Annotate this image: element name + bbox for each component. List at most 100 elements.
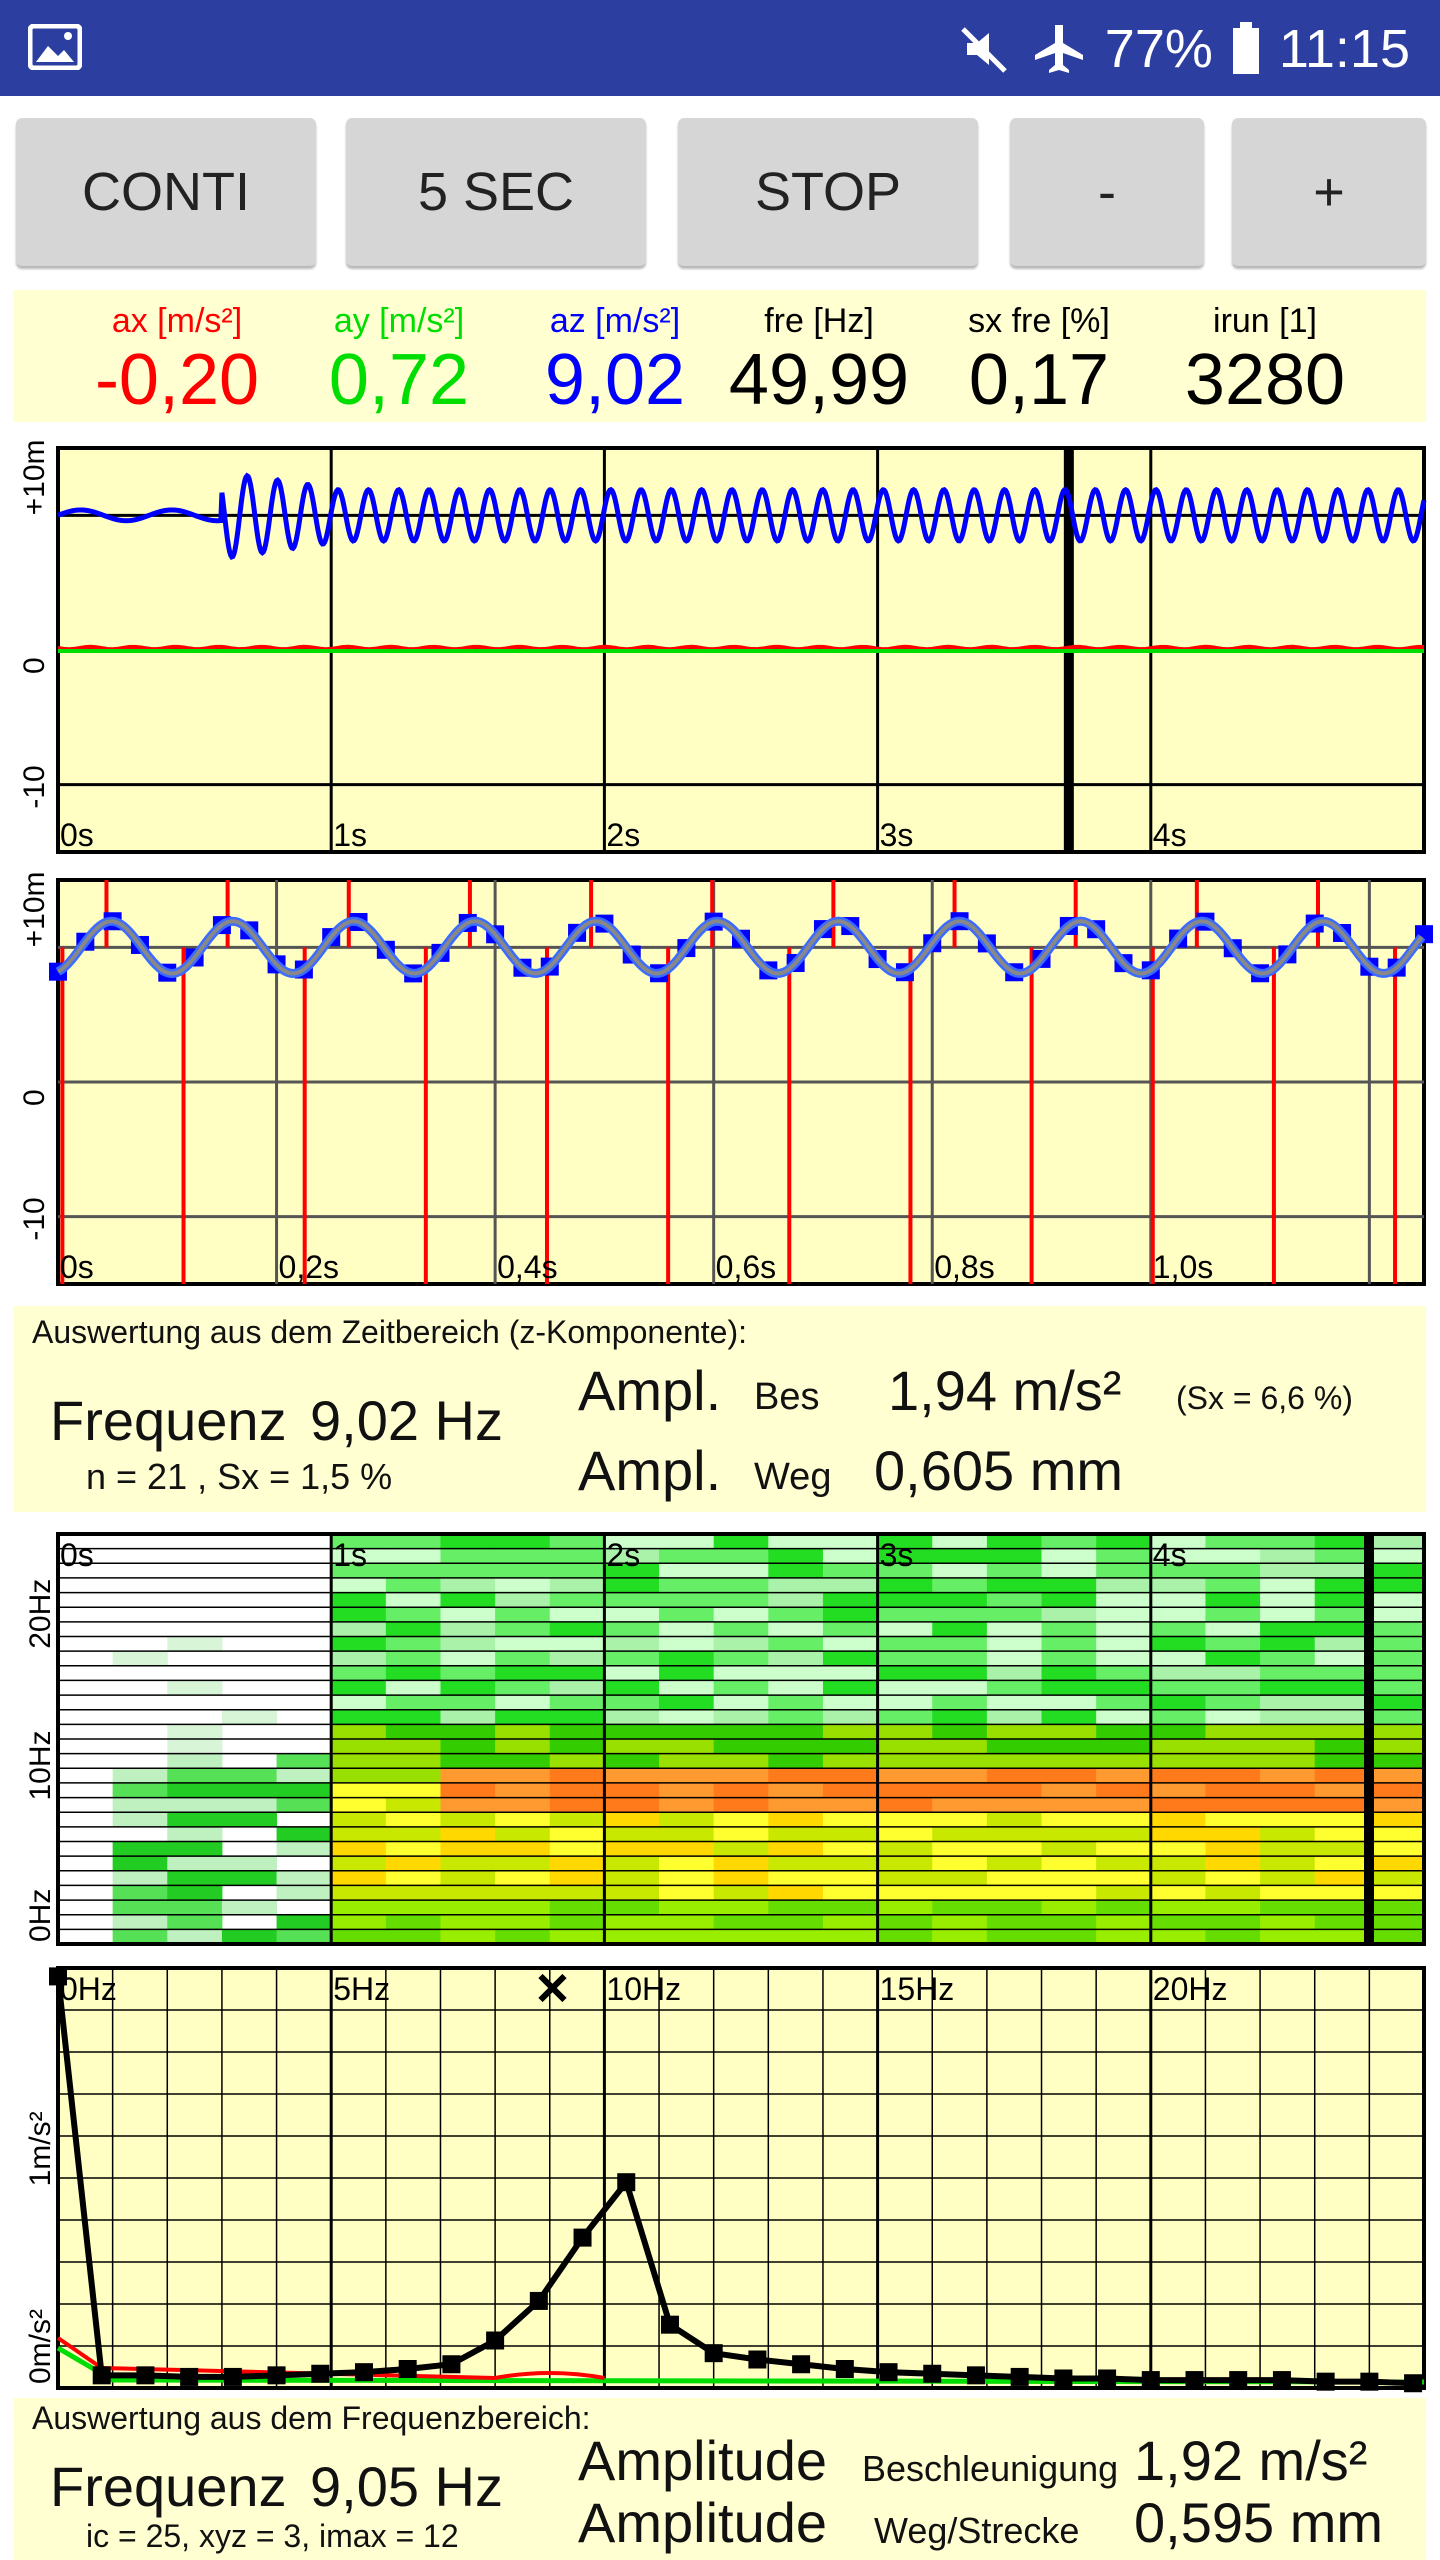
spectrogram-cell: [822, 1826, 879, 1842]
x-tick-label: 0s: [60, 1537, 94, 1573]
spectrogram-cell: [659, 1592, 715, 1608]
spectrogram-cell: [877, 1548, 933, 1564]
spectrogram-cell: [440, 1856, 496, 1872]
ax-series: [57, 644, 1425, 652]
spectrogram-cell: [986, 1812, 1043, 1828]
spectrogram-cell: [549, 1826, 605, 1842]
spectrogram-cell: [1150, 1856, 1206, 1872]
spectrogram-cell: [440, 1534, 496, 1550]
spectrogram-cell: [495, 1826, 551, 1842]
spectrogram-cell: [986, 1651, 1043, 1667]
x-tick-label: 4s: [1153, 817, 1187, 853]
reading-label: sx fre [%]: [968, 302, 1110, 340]
spectrogram-cell: [1314, 1885, 1370, 1901]
amplitude-acc-label: Amplitude: [578, 2429, 828, 2492]
plus-button[interactable]: +: [1232, 118, 1426, 266]
spectrum-point: [398, 2360, 417, 2379]
spectrogram-cell: [495, 1768, 551, 1784]
spectrogram-cell: [986, 1577, 1043, 1594]
spectrogram-cell: [167, 1841, 223, 1857]
spectrogram-cell: [1260, 1548, 1316, 1564]
spectrogram-cell: [1041, 1563, 1097, 1579]
reading-1: ay [m/s²] 0,72: [284, 290, 514, 419]
spectrogram-cell: [659, 1841, 715, 1857]
conti-button[interactable]: CONTI: [16, 118, 316, 266]
spectrogram-cell: [768, 1812, 824, 1828]
battery-icon: [1232, 22, 1259, 74]
spectrogram-cell: [385, 1768, 441, 1784]
spectrogram-cell: [1096, 1739, 1152, 1755]
spectrogram-cell: [1369, 1621, 1425, 1637]
stop-button[interactable]: STOP: [678, 118, 978, 266]
spectrogram-cell: [1314, 1797, 1370, 1813]
spectrogram-cell: [1041, 1856, 1097, 1872]
spectrogram-cell: [986, 1753, 1043, 1769]
spectrogram-cell: [1096, 1548, 1152, 1564]
spectrogram-cell: [549, 1548, 605, 1564]
spectrogram-cell: [932, 1856, 988, 1872]
spectrogram-cell: [986, 1782, 1043, 1799]
spectrogram-cell: [768, 1548, 824, 1564]
spectrogram-cell: [440, 1870, 496, 1886]
spectrogram-cell: [932, 1709, 988, 1725]
spectrum-point: [573, 2228, 592, 2247]
minus-button[interactable]: -: [1010, 118, 1204, 266]
x-tick-label: 0s: [60, 1249, 94, 1285]
spectrogram-cell: [385, 1651, 441, 1667]
spectrogram-cell: [768, 1739, 824, 1755]
spectrogram-cell: [495, 1592, 551, 1608]
x-tick-label: 4s: [1153, 1537, 1187, 1573]
spectrogram-cell: [822, 1768, 879, 1784]
spectrum-point: [879, 2363, 898, 2382]
spectrogram-cell: [877, 1797, 933, 1813]
spectrogram-cell: [1205, 1592, 1261, 1608]
spectrogram-cell: [659, 1797, 715, 1813]
spectrogram-cell: [768, 1841, 824, 1857]
spectrogram-cell: [549, 1929, 605, 1945]
spectrogram-cell: [221, 1812, 278, 1828]
spectrogram-cell: [1369, 1929, 1425, 1945]
spectrogram-cell: [1041, 1592, 1097, 1608]
five-sec-button[interactable]: 5 SEC: [346, 118, 646, 266]
spectrogram-cell: [1150, 1651, 1206, 1667]
x-tick-label: 0,2s: [279, 1249, 339, 1285]
spectrogram-cell: [112, 1768, 168, 1784]
spectrogram-cell: [932, 1592, 988, 1608]
y-tick-label: 0: [18, 657, 51, 674]
spectrogram-cell: [604, 1548, 660, 1564]
spectrogram-cell: [331, 1548, 387, 1564]
spectrum-point: [617, 2173, 636, 2192]
spectrogram-cell: [1150, 1636, 1206, 1652]
y-tick-label: 10Hz: [24, 1730, 57, 1800]
spectrogram-cell: [385, 1548, 441, 1564]
spectrogram-cell: [604, 1870, 660, 1886]
spectrogram-cell: [167, 1812, 223, 1828]
spectrogram-cell: [1041, 1753, 1097, 1769]
spectrogram-cell: [1314, 1739, 1370, 1755]
reading-value: 9,02: [544, 340, 686, 420]
x-tick-label: 10Hz: [606, 1971, 681, 2007]
spectrogram-cell: [1369, 1548, 1425, 1564]
spectrum-point: [1229, 2371, 1248, 2390]
y-tick-label: +10m/s²: [18, 440, 51, 515]
spectrogram-cell: [877, 1841, 933, 1857]
spectrogram-cell: [1314, 1563, 1370, 1579]
x-tick-label: 1s: [333, 817, 367, 853]
spectrogram-cell: [659, 1607, 715, 1623]
time-stats: n = 21 , Sx = 1,5 %: [86, 1456, 393, 1497]
spectrogram-cell: [440, 1929, 496, 1945]
spectrogram-cell: [659, 1870, 715, 1886]
spectrogram-cell: [1205, 1548, 1261, 1564]
spectrogram-cell: [1260, 1812, 1316, 1828]
spectrogram-cell: [659, 1739, 715, 1755]
spectrogram-cell: [385, 1841, 441, 1857]
spectrogram-cell: [713, 1841, 769, 1857]
spectrogram-cell: [1205, 1812, 1261, 1828]
spectrogram-cell: [713, 1739, 769, 1755]
spectrogram-cell: [986, 1841, 1043, 1857]
spectrogram-cell: [1314, 1592, 1370, 1608]
spectrogram-cell: [604, 1900, 660, 1916]
spectrogram-cell: [1205, 1621, 1261, 1637]
spectrogram-cell: [1150, 1870, 1206, 1886]
spectrum-point: [966, 2366, 985, 2385]
